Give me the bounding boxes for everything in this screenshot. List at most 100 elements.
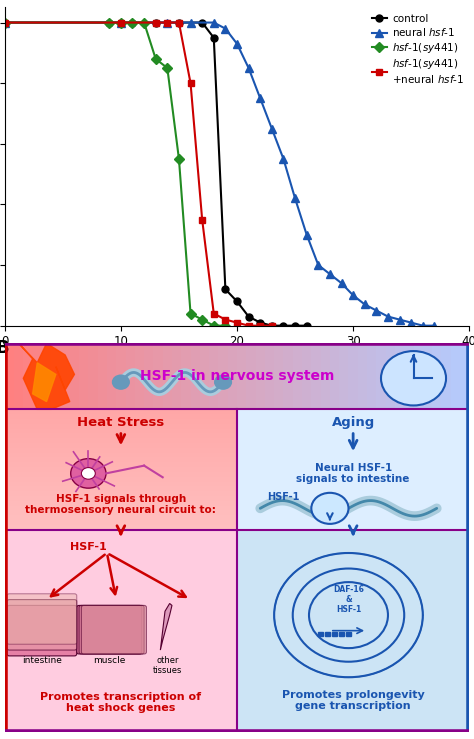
Bar: [5, 520, 237, 525]
Bar: [5, 457, 237, 463]
Bar: [5, 438, 237, 443]
neural $hsf$-$1$: [327, 270, 333, 279]
$hsf$-$1$($sy441$)
+neural $hsf$-$1$: [2, 18, 8, 27]
Polygon shape: [18, 344, 74, 409]
Bar: [5, 477, 237, 482]
neural $hsf$-$1$: [397, 315, 402, 324]
neural $hsf$-$1$: [234, 39, 240, 48]
Bar: [61, 344, 70, 409]
Bar: [163, 344, 172, 409]
neural $hsf$-$1$: [281, 154, 286, 163]
$hsf$-$1$($sy441$): [199, 315, 205, 324]
Bar: [367, 344, 376, 409]
control: [106, 18, 112, 27]
neural $hsf$-$1$: [385, 312, 391, 321]
Bar: [107, 344, 116, 409]
$hsf$-$1$($sy441$)
+neural $hsf$-$1$: [246, 321, 251, 330]
control: [281, 321, 286, 330]
Bar: [320, 344, 330, 409]
Bar: [5, 505, 237, 511]
Bar: [23, 344, 33, 409]
Circle shape: [112, 375, 129, 389]
$hsf$-$1$($sy441$): [176, 154, 182, 163]
Bar: [460, 344, 469, 409]
control: [292, 321, 298, 330]
neural $hsf$-$1$: [362, 300, 368, 309]
Bar: [339, 344, 348, 409]
control: [246, 312, 251, 321]
neural $hsf$-$1$: [338, 279, 344, 287]
Bar: [5, 467, 237, 472]
neural $hsf$-$1$: [292, 194, 298, 202]
Bar: [5, 419, 237, 423]
Bar: [5, 501, 237, 505]
Bar: [5, 429, 237, 433]
control: [223, 285, 228, 293]
Bar: [311, 344, 320, 409]
Bar: [5, 525, 237, 530]
Bar: [5, 414, 237, 419]
Bar: [358, 344, 367, 409]
neural $hsf$-$1$: [188, 18, 193, 27]
Bar: [413, 344, 423, 409]
$hsf$-$1$($sy441$)
+neural $hsf$-$1$: [118, 18, 124, 27]
Bar: [5, 443, 237, 448]
Bar: [5, 453, 237, 457]
Bar: [228, 344, 237, 409]
control: [153, 18, 158, 27]
Bar: [5, 482, 237, 486]
FancyBboxPatch shape: [79, 605, 144, 654]
Text: intestine: intestine: [22, 656, 62, 665]
Text: Heat Stress: Heat Stress: [77, 416, 164, 429]
Polygon shape: [160, 604, 172, 650]
$hsf$-$1$($sy441$): [188, 309, 193, 318]
Bar: [88, 344, 98, 409]
$hsf$-$1$($sy441$)
+neural $hsf$-$1$: [199, 215, 205, 224]
Bar: [451, 344, 460, 409]
neural $hsf$-$1$: [420, 321, 426, 330]
Bar: [339, 632, 344, 636]
FancyBboxPatch shape: [7, 593, 77, 644]
Bar: [200, 344, 209, 409]
Polygon shape: [33, 363, 56, 401]
Bar: [126, 344, 135, 409]
Bar: [237, 409, 469, 530]
Bar: [302, 344, 311, 409]
neural $hsf$-$1$: [2, 18, 8, 27]
Bar: [237, 530, 469, 732]
neural $hsf$-$1$: [269, 124, 274, 133]
Circle shape: [381, 351, 446, 406]
Bar: [14, 344, 23, 409]
neural $hsf$-$1$: [246, 64, 251, 72]
Bar: [432, 344, 441, 409]
neural $hsf$-$1$: [211, 18, 217, 27]
FancyBboxPatch shape: [7, 605, 77, 656]
Bar: [181, 344, 191, 409]
Bar: [33, 344, 42, 409]
Bar: [98, 344, 107, 409]
Bar: [348, 344, 358, 409]
$hsf$-$1$($sy441$)
+neural $hsf$-$1$: [223, 315, 228, 324]
Line: neural $hsf$-$1$: neural $hsf$-$1$: [0, 18, 438, 330]
Circle shape: [215, 375, 231, 389]
control: [176, 18, 182, 27]
control: [304, 321, 310, 330]
Bar: [5, 530, 237, 732]
Circle shape: [71, 459, 106, 488]
$hsf$-$1$($sy441$): [223, 321, 228, 330]
Text: HSF-1: HSF-1: [70, 542, 107, 552]
Text: HSF-1: HSF-1: [267, 491, 300, 502]
$hsf$-$1$($sy441$)
+neural $hsf$-$1$: [176, 18, 182, 27]
Bar: [237, 344, 246, 409]
neural $hsf$-$1$: [257, 94, 263, 103]
Bar: [172, 344, 181, 409]
Bar: [209, 344, 219, 409]
Text: Promotes transcription of
heat shock genes: Promotes transcription of heat shock gen…: [40, 692, 201, 713]
Bar: [246, 344, 255, 409]
Bar: [386, 344, 395, 409]
Circle shape: [311, 493, 348, 524]
$hsf$-$1$($sy441$)
+neural $hsf$-$1$: [211, 309, 217, 318]
Bar: [5, 409, 237, 414]
$hsf$-$1$($sy441$): [106, 18, 112, 27]
Bar: [346, 632, 351, 636]
